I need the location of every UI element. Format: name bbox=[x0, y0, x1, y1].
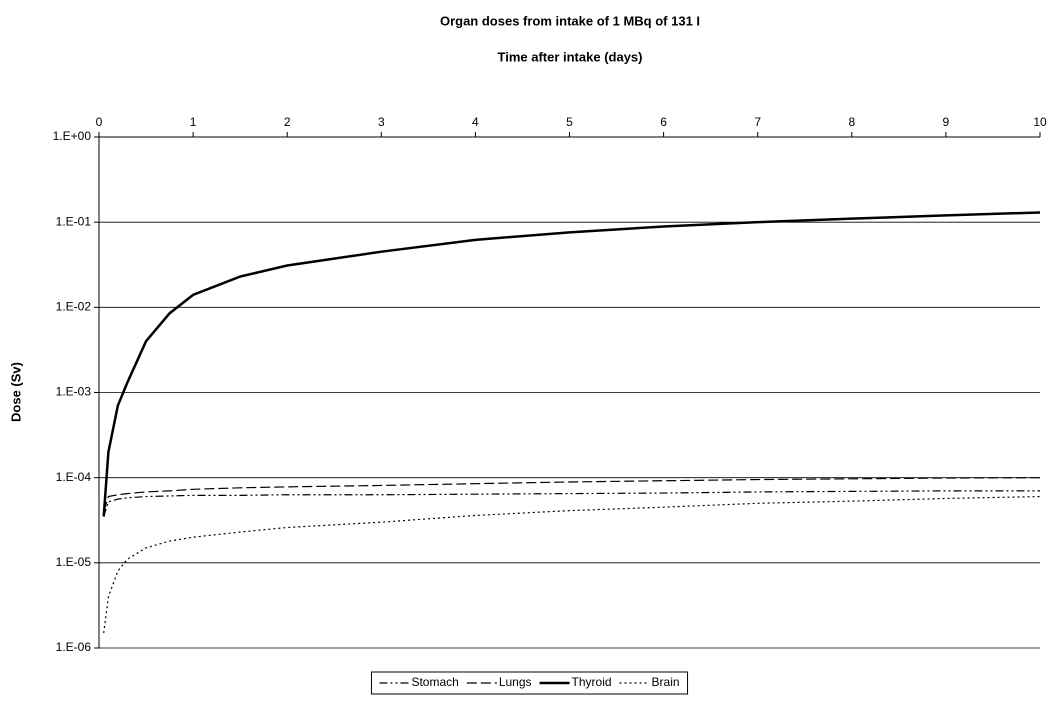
x-tick-label: 9 bbox=[943, 115, 950, 129]
series-line bbox=[103, 477, 1041, 512]
x-tick-label: 8 bbox=[848, 115, 855, 129]
chart-title: Organ doses from intake of 1 MBq of 131 … bbox=[440, 13, 700, 28]
legend-label: Stomach bbox=[411, 675, 458, 689]
y-tick-label: 1.E-03 bbox=[56, 385, 92, 399]
y-tick-label: 1.E-04 bbox=[56, 470, 92, 484]
legend-label: Brain bbox=[652, 675, 680, 689]
legend-label: Lungs bbox=[499, 675, 532, 689]
y-tick-label: 1.E-02 bbox=[56, 300, 92, 314]
x-tick-label: 5 bbox=[566, 115, 573, 129]
series-line bbox=[103, 490, 1040, 517]
legend-item: Stomach bbox=[379, 675, 459, 689]
y-tick-label: 1.E-05 bbox=[56, 555, 92, 569]
legend-box bbox=[370, 671, 689, 695]
y-tick-label: 1.E-01 bbox=[56, 214, 92, 228]
x-tick-label: 0 bbox=[96, 115, 103, 129]
y-tick-label: 1.E-06 bbox=[56, 640, 92, 654]
x-tick-label: 1 bbox=[190, 115, 197, 129]
x-tick-label: 7 bbox=[754, 115, 761, 129]
x-tick-label: 2 bbox=[284, 115, 291, 129]
legend-item: Brain bbox=[619, 675, 680, 689]
x-tick-label: 4 bbox=[472, 115, 479, 129]
y-axis-title: Dose (Sv) bbox=[8, 362, 23, 422]
x-tick-label: 3 bbox=[378, 115, 385, 129]
legend: Stomach Lungs Thyroid Brain bbox=[370, 671, 689, 695]
y-tick-label: 1.E+00 bbox=[53, 129, 92, 143]
legend-item: Thyroid bbox=[539, 675, 612, 689]
x-tick-label: 6 bbox=[660, 115, 667, 129]
series-line bbox=[102, 211, 1041, 517]
legend-label: Thyroid bbox=[572, 675, 612, 689]
series-line bbox=[103, 495, 1041, 634]
legend-item: Lungs bbox=[466, 675, 532, 689]
x-tick-label: 10 bbox=[1033, 115, 1047, 129]
x-axis-title: Time after intake (days) bbox=[498, 49, 643, 64]
